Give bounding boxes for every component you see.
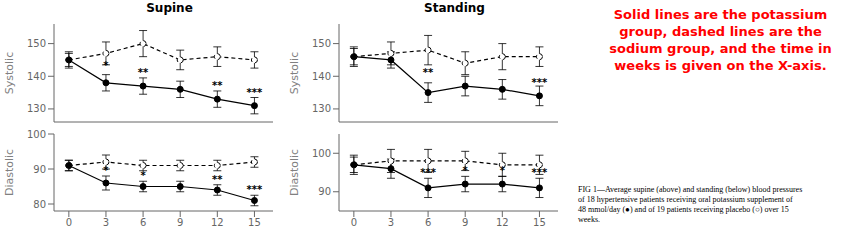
svg-text:***: ***	[420, 167, 436, 178]
svg-text:100: 100	[312, 148, 331, 159]
html-text:FIG 1—Average supine (above) a: FIG 1—Average supine (above) and standin…	[578, 185, 803, 224]
svg-text:**: **	[423, 67, 434, 78]
svg-text:*: *	[140, 170, 146, 181]
svg-text:Diastolic: Diastolic	[8, 149, 16, 196]
svg-text:140: 140	[27, 71, 46, 82]
svg-text:**: **	[138, 67, 149, 78]
svg-text:0: 0	[351, 217, 357, 228]
html-text:Standing: Standing	[424, 1, 485, 15]
svg-text:3: 3	[103, 217, 109, 228]
svg-text:130: 130	[27, 103, 46, 114]
svg-text:9: 9	[177, 217, 183, 228]
svg-text:6: 6	[140, 217, 146, 228]
svg-text:***: ***	[532, 167, 548, 178]
svg-text:*: *	[103, 165, 109, 176]
svg-text:Systolic: Systolic	[288, 52, 301, 94]
svg-text:Systolic: Systolic	[8, 52, 16, 94]
svg-text:6: 6	[425, 217, 431, 228]
svg-text:Diastolic: Diastolic	[288, 149, 301, 196]
svg-text:100: 100	[27, 129, 46, 140]
svg-text:12: 12	[211, 217, 224, 228]
svg-text:150: 150	[312, 38, 331, 49]
svg-text:9: 9	[462, 217, 468, 228]
svg-text:90: 90	[318, 186, 331, 197]
svg-text:15: 15	[248, 217, 261, 228]
svg-text:90: 90	[33, 164, 46, 175]
svg-text:3: 3	[388, 217, 394, 228]
svg-text:*: *	[463, 165, 469, 176]
svg-text:130: 130	[312, 103, 331, 114]
svg-text:15: 15	[533, 217, 546, 228]
svg-text:*: *	[103, 60, 109, 71]
svg-text:***: ***	[532, 77, 548, 88]
svg-text:**: **	[212, 174, 223, 185]
svg-text:12: 12	[496, 217, 509, 228]
svg-text:0: 0	[66, 217, 72, 228]
svg-text:**: **	[212, 80, 223, 91]
html-text:Solid lines are the potassium: Solid lines are the potassium group, das…	[609, 7, 832, 73]
svg-text:***: ***	[247, 184, 263, 195]
html-text:Supine: Supine	[146, 1, 193, 15]
svg-text:*: *	[500, 165, 506, 176]
svg-text:140: 140	[312, 71, 331, 82]
svg-text:150: 150	[27, 38, 46, 49]
svg-text:80: 80	[33, 199, 46, 210]
svg-text:***: ***	[247, 87, 263, 98]
